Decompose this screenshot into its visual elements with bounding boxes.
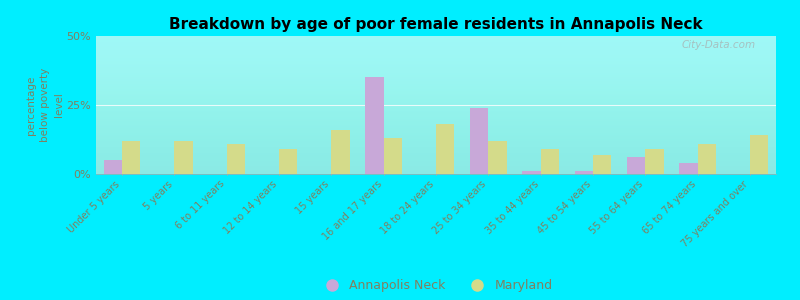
Bar: [488, 141, 506, 174]
Bar: [279, 149, 298, 174]
Bar: [522, 171, 541, 174]
Bar: [384, 138, 402, 174]
Bar: [436, 124, 454, 174]
Bar: [679, 163, 698, 174]
Bar: [331, 130, 350, 174]
Bar: [470, 108, 488, 174]
Title: Breakdown by age of poor female residents in Annapolis Neck: Breakdown by age of poor female resident…: [169, 17, 703, 32]
Bar: [646, 149, 663, 174]
Bar: [627, 158, 646, 174]
Bar: [698, 144, 716, 174]
Y-axis label: percentage
below poverty
level: percentage below poverty level: [26, 68, 64, 142]
Bar: [366, 77, 384, 174]
Bar: [174, 141, 193, 174]
Bar: [122, 141, 141, 174]
Text: City-Data.com: City-Data.com: [682, 40, 755, 50]
Bar: [541, 149, 559, 174]
Bar: [574, 171, 593, 174]
Bar: [226, 144, 245, 174]
Legend: Annapolis Neck, Maryland: Annapolis Neck, Maryland: [314, 274, 558, 297]
Bar: [593, 155, 611, 174]
Bar: [104, 160, 122, 174]
Bar: [750, 135, 768, 174]
